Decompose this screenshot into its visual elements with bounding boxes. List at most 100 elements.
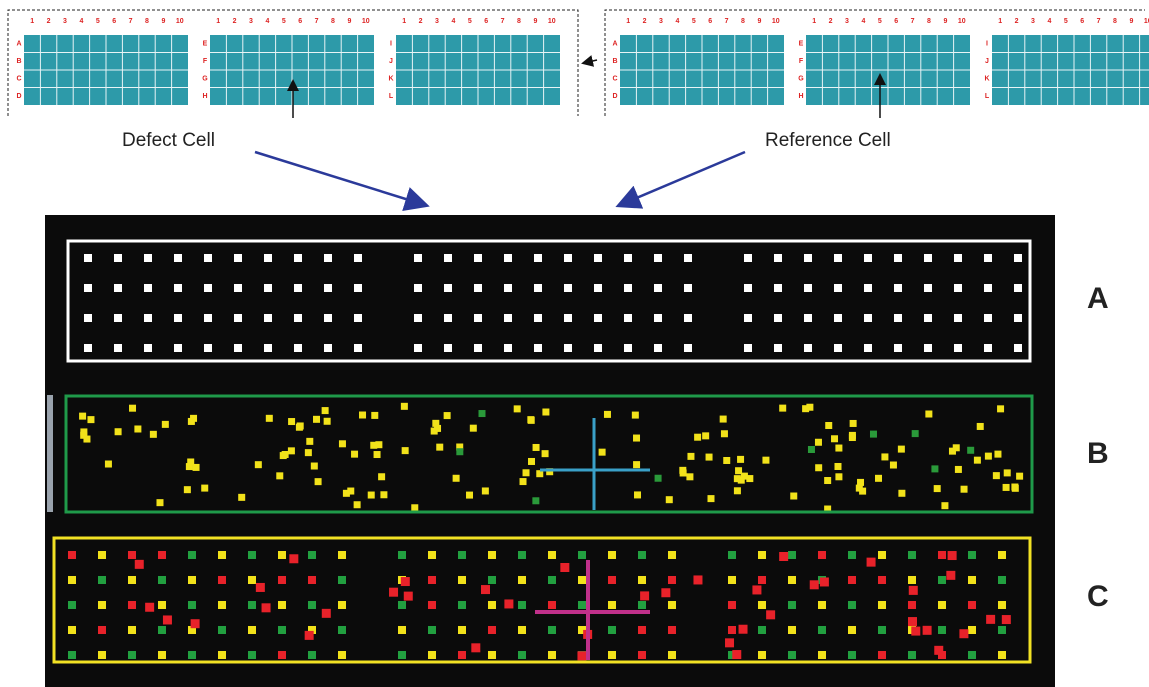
spot [594, 314, 602, 322]
spot [924, 344, 932, 352]
spot [428, 626, 436, 634]
spot [488, 551, 496, 559]
spot [684, 314, 692, 322]
spot [1003, 484, 1010, 491]
column-label: 7 [911, 18, 915, 25]
spot [632, 412, 639, 419]
spot [984, 314, 992, 322]
row-label: A [1087, 282, 1109, 315]
spot [608, 551, 616, 559]
spot [867, 558, 876, 567]
spot [128, 651, 136, 659]
spot [938, 576, 946, 584]
spot [294, 344, 302, 352]
spot [608, 601, 616, 609]
spot [564, 284, 572, 292]
spot [474, 344, 482, 352]
spot [686, 473, 693, 480]
spot [266, 415, 273, 422]
spot [788, 601, 796, 609]
spot [294, 284, 302, 292]
edge-strip [47, 395, 53, 512]
spot [87, 416, 94, 423]
spot [542, 450, 549, 457]
row-letter: G [798, 76, 804, 83]
spot [338, 551, 346, 559]
spot [144, 284, 152, 292]
column-label: 8 [517, 18, 521, 25]
spot [684, 254, 692, 262]
column-label: 2 [829, 18, 833, 25]
defect-label: Defect Cell [122, 130, 215, 151]
spot [186, 463, 193, 470]
spot [834, 254, 842, 262]
spot [946, 571, 955, 580]
spot [201, 485, 208, 492]
spot [721, 430, 728, 437]
spot [599, 449, 606, 456]
spot [864, 284, 872, 292]
spot [191, 619, 200, 628]
spot [518, 551, 526, 559]
spot [204, 254, 212, 262]
spot [633, 461, 640, 468]
spot [806, 404, 813, 411]
spot [83, 436, 90, 443]
spot [959, 629, 968, 638]
column-label: 8 [741, 18, 745, 25]
spot [788, 626, 796, 634]
spot [564, 254, 572, 262]
spot [744, 254, 752, 262]
column-label: 8 [145, 18, 149, 25]
spot [808, 446, 815, 453]
spot [188, 551, 196, 559]
spot [638, 601, 646, 609]
column-label: 9 [161, 18, 165, 25]
spot [997, 405, 1004, 412]
spot [518, 651, 526, 659]
column-label: 2 [47, 18, 51, 25]
spot [909, 586, 918, 595]
spot [248, 601, 256, 609]
spot [144, 344, 152, 352]
spot [633, 435, 640, 442]
spot [68, 601, 76, 609]
spot [878, 626, 886, 634]
spot [961, 486, 968, 493]
spot [948, 551, 957, 560]
spot [174, 254, 182, 262]
spot [218, 576, 226, 584]
spot [820, 577, 829, 586]
row-letter: F [799, 58, 804, 65]
spot [758, 601, 766, 609]
spot [810, 580, 819, 589]
spot [894, 314, 902, 322]
spot [744, 284, 752, 292]
spot [998, 651, 1006, 659]
spot [834, 463, 841, 470]
spot [848, 601, 856, 609]
row-letter: L [389, 93, 394, 100]
spot [278, 551, 286, 559]
spot [968, 601, 976, 609]
spot [128, 551, 136, 559]
column-label: 1 [402, 18, 406, 25]
spot [234, 284, 242, 292]
spot [968, 651, 976, 659]
row-label: C [1087, 580, 1109, 613]
spot [264, 344, 272, 352]
column-label: 5 [878, 18, 882, 25]
spot [707, 495, 714, 502]
spot [115, 428, 122, 435]
column-label: 9 [757, 18, 761, 25]
spot [288, 418, 295, 425]
spot [894, 284, 902, 292]
spot [908, 617, 917, 626]
spot [504, 254, 512, 262]
spot [128, 626, 136, 634]
spot [998, 576, 1006, 584]
spot [1016, 473, 1023, 480]
spot [315, 478, 322, 485]
spot [941, 502, 948, 509]
spot [766, 610, 775, 619]
